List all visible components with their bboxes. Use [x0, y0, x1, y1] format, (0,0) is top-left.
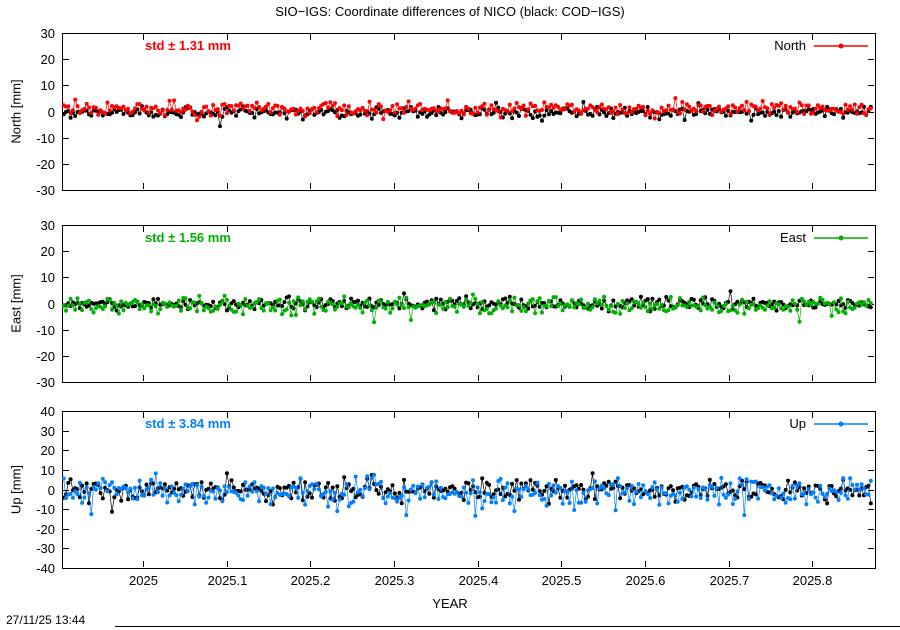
north-panel: -30 -20 -10 0 10 20 30 std ± 1.31 mm North [36, 26, 876, 198]
svg-text:-30: -30 [36, 183, 55, 198]
svg-text:2025.3: 2025.3 [375, 573, 415, 588]
x-axis-label: YEAR [432, 596, 468, 611]
north-y-axis-label: North [mm] [8, 79, 24, 144]
svg-text:10: 10 [41, 78, 55, 93]
svg-text:2025.4: 2025.4 [459, 573, 499, 588]
svg-text:-40: -40 [36, 561, 55, 576]
up-panel: -40 -30 -20 -10 0 10 20 30 40 2025 2025.1 2025.2 202… [36, 404, 876, 588]
svg-text:30: 30 [41, 424, 55, 439]
svg-text:30: 30 [41, 26, 55, 41]
svg-text:20: 20 [41, 52, 55, 67]
svg-text:2025.7: 2025.7 [710, 573, 750, 588]
svg-text:-20: -20 [36, 349, 55, 364]
up-y-axis-label: Up [mm] [8, 464, 24, 515]
legend-label: North [774, 38, 806, 53]
svg-text:-30: -30 [36, 375, 55, 390]
std-annotation: std ± 1.56 mm [145, 230, 231, 245]
std-annotation: std ± 1.31 mm [145, 38, 231, 53]
legend-label: East [780, 230, 806, 245]
svg-text:2025.2: 2025.2 [291, 573, 331, 588]
svg-text:-20: -20 [36, 522, 55, 537]
svg-text:30: 30 [41, 218, 55, 233]
svg-text:10: 10 [41, 270, 55, 285]
std-annotation: std ± 3.84 mm [145, 416, 231, 431]
svg-text:2025.8: 2025.8 [793, 573, 833, 588]
svg-text:0: 0 [48, 105, 55, 120]
east-y-axis-label: East [mm] [8, 274, 24, 333]
chart-title: SIO−IGS: Coordinate differences of NICO … [275, 4, 625, 19]
svg-text:0: 0 [48, 297, 55, 312]
svg-text:20: 20 [41, 443, 55, 458]
svg-text:2025.1: 2025.1 [208, 573, 248, 588]
legend-label: Up [789, 416, 806, 431]
svg-text:-10: -10 [36, 131, 55, 146]
svg-text:-10: -10 [36, 502, 55, 517]
svg-text:-20: -20 [36, 157, 55, 172]
svg-text:20: 20 [41, 244, 55, 259]
plot-timestamp: 27/11/25 13:44 [6, 613, 86, 627]
svg-text:2025.5: 2025.5 [542, 573, 582, 588]
svg-text:-30: -30 [36, 541, 55, 556]
svg-text:40: 40 [41, 404, 55, 419]
svg-text:2025.6: 2025.6 [626, 573, 666, 588]
svg-text:2025: 2025 [129, 573, 158, 588]
east-panel: -30 -20 -10 0 10 20 30 std ± 1.56 mm East [36, 218, 876, 390]
svg-text:10: 10 [41, 463, 55, 478]
svg-text:-10: -10 [36, 323, 55, 338]
svg-text:0: 0 [48, 483, 55, 498]
